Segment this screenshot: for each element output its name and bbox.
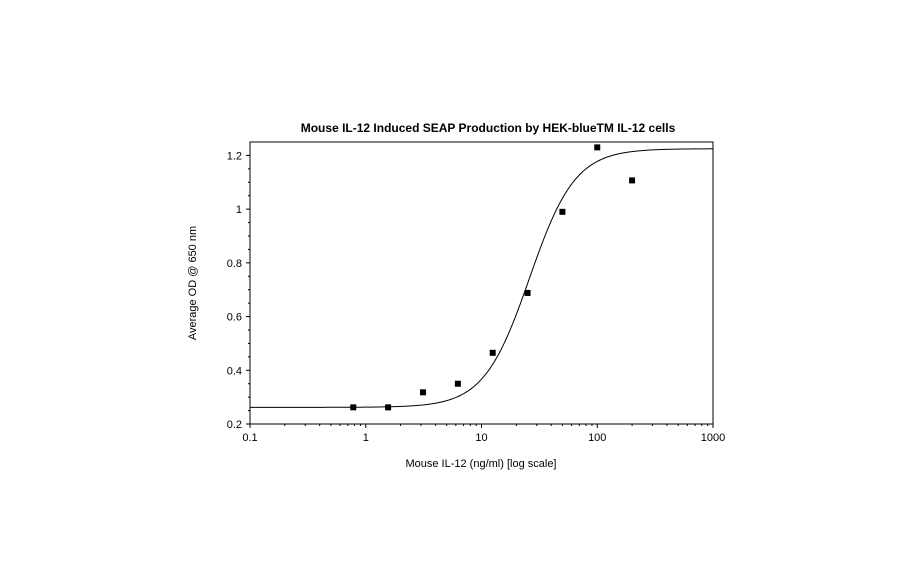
x-tick-label: 1000 — [701, 432, 725, 444]
x-tick-label: 1 — [363, 432, 369, 444]
data-point — [420, 389, 427, 396]
x-axis: 0.1 1 10 100 1000 — [242, 424, 725, 444]
data-point — [350, 404, 357, 411]
x-axis-label: Mouse IL-12 (ng/ml) [log scale] — [405, 458, 556, 470]
y-axis: 0.2 0.4 0.6 0.8 1 1.2 — [227, 150, 250, 431]
y-tick-label: 1.2 — [227, 150, 242, 162]
data-point — [454, 380, 461, 387]
data-points — [350, 144, 636, 411]
fit-curve — [250, 148, 713, 408]
x-tick-label: 10 — [475, 432, 487, 444]
data-point — [385, 404, 392, 411]
y-tick-label: 0.8 — [227, 258, 242, 270]
x-tick-label: 0.1 — [242, 432, 257, 444]
data-point — [559, 208, 566, 215]
data-point — [594, 144, 601, 151]
chart-title: Mouse IL-12 Induced SEAP Production by H… — [301, 121, 676, 135]
x-tick-label: 100 — [588, 432, 606, 444]
y-axis-label: Average OD @ 650 nm — [187, 226, 199, 340]
data-point — [524, 289, 531, 296]
data-point — [489, 349, 496, 356]
plot-frame — [249, 141, 714, 425]
y-tick-label: 1 — [236, 204, 242, 216]
data-point — [629, 177, 636, 184]
y-tick-label: 0.2 — [227, 419, 242, 431]
y-tick-label: 0.6 — [227, 312, 242, 324]
y-tick-label: 0.4 — [227, 365, 242, 377]
